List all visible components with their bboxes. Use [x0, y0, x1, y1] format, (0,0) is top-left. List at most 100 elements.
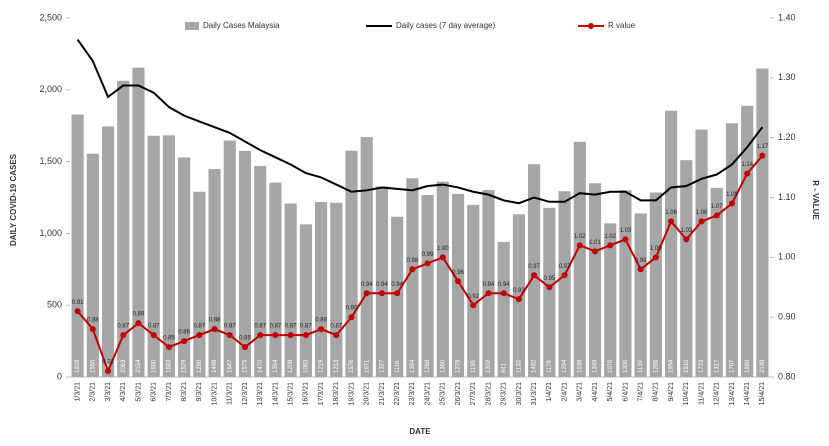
bar — [680, 160, 693, 377]
point — [363, 290, 370, 297]
x-tick-label: 21/3/21 — [379, 382, 386, 405]
y2ticks-label: 1.40 — [778, 12, 796, 22]
point — [713, 212, 720, 219]
point — [150, 332, 157, 339]
point-label: 0.87 — [330, 324, 342, 330]
legend-label: Daily cases (7 day average) — [396, 21, 495, 30]
point — [470, 302, 477, 309]
bar — [284, 203, 297, 377]
bar-value-label: 1671 — [364, 359, 370, 373]
point-label: 1.02 — [574, 234, 586, 240]
bar-value-label: 1208 — [288, 359, 294, 373]
point — [378, 290, 385, 297]
bar — [741, 105, 754, 378]
point — [485, 290, 492, 297]
bar-value-label: 1275 — [456, 359, 462, 373]
x-tick-label: 17/3/21 — [318, 382, 325, 405]
x-tick-label: 4/4/21 — [592, 382, 599, 402]
bar — [178, 157, 191, 377]
point — [455, 278, 462, 285]
x-axis-title: DATE — [409, 427, 431, 436]
bar — [451, 193, 465, 377]
bar-value-label: 1139 — [638, 359, 644, 373]
point — [439, 254, 446, 261]
point — [196, 332, 203, 339]
point-label: 1.17 — [757, 144, 769, 150]
point-label: 1.00 — [650, 246, 662, 252]
x-tick-label: 15/3/21 — [287, 382, 294, 405]
bar — [162, 135, 175, 377]
bar — [299, 224, 312, 377]
point — [226, 332, 233, 339]
point-label: 0.95 — [544, 276, 556, 282]
bar-value-label: 1745 — [106, 359, 112, 373]
x-tick-label: 9/4/21 — [668, 382, 675, 402]
y2ticks-label: 1.20 — [778, 132, 796, 142]
bar-value-label: 941 — [501, 362, 507, 373]
point-label: 0.85 — [239, 336, 251, 342]
bar — [482, 190, 495, 377]
bar — [421, 194, 434, 377]
legend-swatch — [588, 23, 594, 29]
x-tick-label: 9/3/21 — [196, 382, 203, 402]
bar — [619, 190, 632, 377]
bar — [193, 191, 206, 377]
point — [302, 332, 309, 339]
point — [698, 218, 705, 225]
y2ticks-label: 1.00 — [778, 252, 796, 262]
bar-value-label: 1723 — [699, 359, 705, 373]
bar — [695, 129, 708, 377]
x-tick-label: 16/3/21 — [303, 382, 310, 405]
point — [242, 344, 248, 351]
x-tick-label: 13/4/21 — [729, 382, 736, 405]
point — [348, 314, 355, 321]
x-tick-label: 31/3/21 — [531, 382, 538, 405]
bar — [147, 135, 160, 377]
point-label: 0.81 — [102, 360, 114, 366]
bar-value-label: 1647 — [227, 359, 233, 373]
yticks-label: 2,500 — [39, 12, 62, 22]
x-tick-label: 10/3/21 — [211, 382, 218, 405]
x-tick-label: 14/4/21 — [744, 382, 751, 405]
y-axis-title: DAILY COVID-19 CASES — [9, 153, 18, 246]
bar — [254, 165, 267, 377]
point — [333, 332, 340, 339]
bar — [238, 150, 252, 377]
point — [181, 338, 188, 345]
x-tick-label: 6/4/21 — [622, 382, 629, 402]
x-tick-label: 26/3/21 — [455, 382, 462, 405]
yticks-label: 0 — [57, 371, 62, 381]
x-tick-label: 1/3/21 — [74, 382, 81, 402]
point-label: 0.85 — [163, 336, 175, 342]
bar — [223, 140, 236, 377]
bar-value-label: 2148 — [760, 359, 766, 373]
point — [637, 266, 644, 273]
point-label: 0.88 — [315, 318, 327, 324]
x-tick-label: 3/4/21 — [577, 382, 584, 402]
point — [561, 272, 568, 279]
bar — [604, 223, 617, 377]
point-label: 0.88 — [87, 318, 99, 324]
point-label: 0.94 — [376, 282, 388, 288]
point — [515, 296, 522, 303]
bar — [543, 207, 556, 377]
point — [622, 236, 629, 243]
bar-value-label: 1178 — [547, 359, 553, 373]
bar — [391, 216, 404, 377]
bar-value-label: 1268 — [425, 359, 431, 373]
point — [105, 368, 112, 375]
point-label: 1.06 — [696, 210, 708, 216]
bar — [406, 178, 419, 377]
bar-value-label: 1317 — [714, 359, 720, 373]
x-tick-label: 4/3/21 — [120, 382, 127, 402]
point — [592, 248, 598, 255]
bar-value-label: 1680 — [151, 359, 157, 373]
x-tick-label: 2/3/21 — [90, 382, 97, 402]
y2ticks-label: 0.80 — [778, 371, 796, 381]
point-label: 1.03 — [620, 228, 632, 234]
point-label: 0.98 — [407, 258, 419, 264]
bar — [497, 241, 510, 377]
point-label: 0.87 — [194, 324, 206, 330]
bar-value-label: 1285 — [653, 359, 659, 373]
